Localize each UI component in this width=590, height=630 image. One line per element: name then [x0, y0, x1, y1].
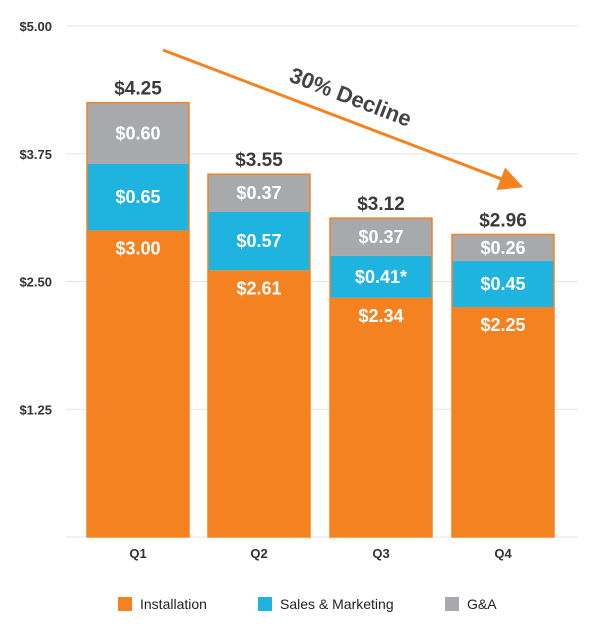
- bar-segment-g-a: [452, 234, 554, 262]
- legend-swatch: [118, 597, 132, 611]
- legend-swatch: [445, 597, 459, 611]
- y-tick-label: $3.75: [19, 147, 52, 162]
- bar-outline: [86, 101, 190, 538]
- segment-value-label: $0.37: [358, 227, 403, 247]
- x-tick-label: Q1: [129, 546, 146, 561]
- total-value-label: $4.25: [114, 79, 162, 100]
- x-tick-label: Q4: [494, 546, 512, 561]
- bar-segment-g-a: [330, 218, 432, 256]
- legend-label: Installation: [140, 596, 207, 612]
- segment-value-label: $0.45: [480, 274, 525, 294]
- segment-value-label: $3.00: [115, 238, 160, 258]
- bar-segment-installation: [330, 297, 432, 537]
- bars: [86, 101, 555, 538]
- bar-segment-installation: [452, 307, 554, 537]
- y-axis: $1.25 $2.50 $3.75 $5.00: [19, 19, 52, 417]
- bar-segment-sales-marketing: [208, 212, 310, 271]
- total-value-label: $2.96: [479, 210, 527, 231]
- segment-value-label: $0.57: [236, 231, 281, 251]
- y-tick-label: $5.00: [19, 19, 52, 34]
- segment-value-label: $0.37: [236, 183, 281, 203]
- bar-segment-sales-marketing: [452, 261, 554, 308]
- x-tick-label: Q3: [372, 546, 389, 561]
- decline-arrow: [162, 48, 524, 190]
- bar-segment-g-a: [87, 102, 189, 164]
- bar-segment-installation: [87, 230, 189, 537]
- bar-segment-sales-marketing: [330, 255, 432, 298]
- x-tick-label: Q2: [250, 546, 267, 561]
- segment-value-label: $0.60: [115, 123, 160, 143]
- bar-segment-installation: [208, 270, 310, 537]
- segment-value-label: $0.41*: [355, 267, 407, 287]
- data-labels: $3.00 $0.65 $0.60 $4.25 $2.61 $0.57 $0.37 $3.55…: [114, 79, 527, 335]
- bar-segment-sales-marketing: [87, 163, 189, 231]
- segment-value-label: $2.61: [236, 278, 281, 298]
- total-value-label: $3.55: [235, 150, 283, 171]
- decline-annotation: 30% Decline: [162, 48, 524, 190]
- bar-outline: [329, 217, 433, 538]
- segment-value-label: $0.65: [115, 187, 160, 207]
- legend-swatch: [258, 597, 272, 611]
- bar-outline: [207, 173, 311, 538]
- segment-value-label: $0.26: [480, 238, 525, 258]
- segment-value-label: $2.34: [358, 306, 403, 326]
- bar-segment-g-a: [208, 174, 310, 213]
- total-value-label: $3.12: [357, 194, 405, 215]
- segment-value-label: $2.25: [480, 315, 525, 335]
- legend-label: Sales & Marketing: [280, 596, 394, 612]
- legend: Installation Sales & Marketing G&A: [118, 596, 497, 612]
- y-tick-label: $2.50: [19, 275, 52, 290]
- legend-label: G&A: [467, 596, 497, 612]
- x-axis: Q1 Q2 Q3 Q4: [129, 546, 512, 561]
- y-tick-label: $1.25: [19, 402, 52, 417]
- bar-outline: [451, 233, 555, 538]
